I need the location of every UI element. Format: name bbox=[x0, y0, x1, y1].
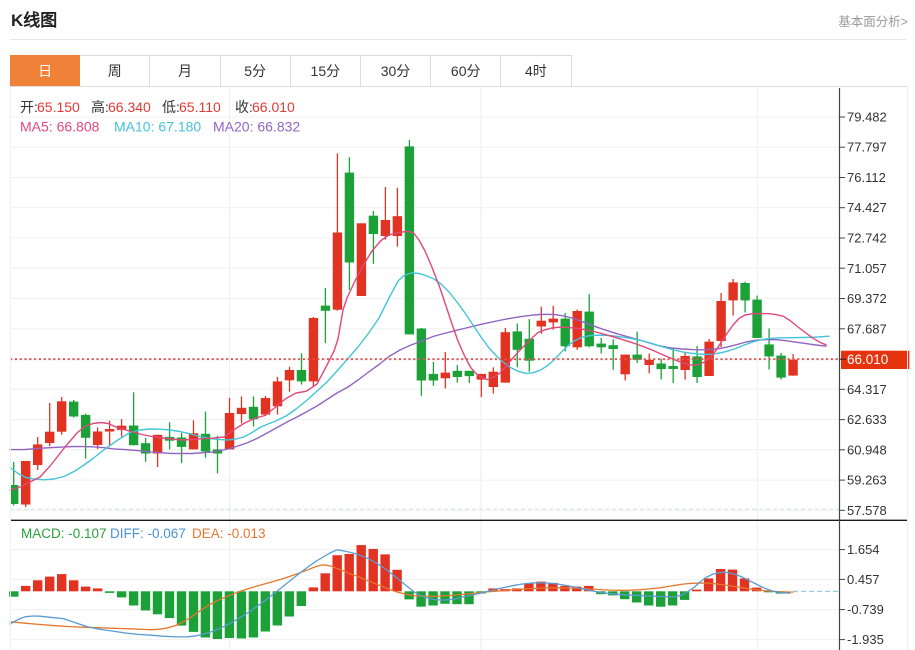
svg-text:59.263: 59.263 bbox=[847, 473, 887, 488]
svg-text:69.372: 69.372 bbox=[847, 291, 887, 306]
svg-text:62.633: 62.633 bbox=[847, 412, 887, 427]
svg-text:0.457: 0.457 bbox=[847, 572, 880, 587]
svg-text:74.427: 74.427 bbox=[847, 200, 887, 215]
svg-text:72.742: 72.742 bbox=[847, 231, 887, 246]
svg-text:1.654: 1.654 bbox=[847, 542, 880, 557]
svg-text:-0.739: -0.739 bbox=[847, 602, 884, 617]
svg-text:64.317: 64.317 bbox=[847, 382, 887, 397]
svg-text:60.948: 60.948 bbox=[847, 442, 887, 457]
svg-text:79.482: 79.482 bbox=[847, 110, 887, 125]
svg-text:66.010: 66.010 bbox=[847, 352, 888, 367]
svg-text:71.057: 71.057 bbox=[847, 261, 887, 276]
svg-text:77.797: 77.797 bbox=[847, 140, 887, 155]
svg-text:57.578: 57.578 bbox=[847, 503, 887, 518]
svg-text:-1.935: -1.935 bbox=[847, 632, 884, 647]
svg-text:67.687: 67.687 bbox=[847, 321, 887, 336]
svg-text:76.112: 76.112 bbox=[847, 170, 886, 185]
